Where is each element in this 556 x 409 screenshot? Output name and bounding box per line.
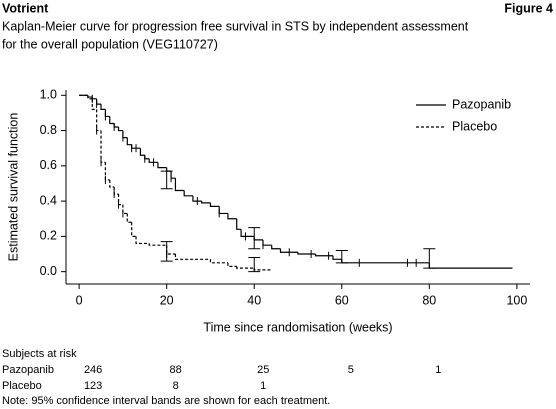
survival-step xyxy=(174,254,211,260)
survival-step xyxy=(209,202,220,207)
survival-step xyxy=(314,254,334,257)
risk-count: 123 xyxy=(84,380,102,392)
y-tick-label: 0.8 xyxy=(40,123,57,137)
survival-step xyxy=(113,187,119,195)
y-tick-label: 0.0 xyxy=(40,264,57,278)
survival-step xyxy=(157,162,167,169)
y-tick-label: 0.2 xyxy=(40,229,57,243)
risk-count: 88 xyxy=(170,364,182,376)
survival-step xyxy=(91,97,97,100)
x-tick-label: 80 xyxy=(422,293,436,307)
survival-step xyxy=(96,109,102,132)
survival-step xyxy=(148,158,158,163)
risk-count: 5 xyxy=(348,364,354,376)
survival-step xyxy=(104,162,110,181)
survival-step xyxy=(100,130,106,163)
survival-step xyxy=(170,171,176,179)
survival-step xyxy=(236,218,242,230)
x-tick-label: 40 xyxy=(247,293,261,307)
survival-step xyxy=(174,178,185,192)
survival-step xyxy=(122,130,128,139)
y-axis-label: Estimated survival function xyxy=(6,113,20,262)
survival-step xyxy=(428,262,513,269)
survival-step xyxy=(87,95,93,100)
survival-step xyxy=(148,243,167,246)
confidence-interval xyxy=(248,257,261,273)
survival-step xyxy=(91,98,97,110)
survival-step xyxy=(126,213,132,223)
chart-title: Kaplan-Meier curve for progression free … xyxy=(2,19,469,33)
survival-step xyxy=(227,262,237,267)
x-tick-label: 0 xyxy=(76,293,83,307)
risk-count: 1 xyxy=(260,380,266,392)
survival-step xyxy=(183,190,193,197)
survival-step xyxy=(271,245,281,250)
survival-step xyxy=(332,255,342,260)
legend-label: Pazopanib xyxy=(452,97,511,111)
survival-step xyxy=(113,123,119,128)
y-tick-label: 0.4 xyxy=(40,193,57,207)
survival-step xyxy=(139,148,145,156)
survival-step xyxy=(109,116,115,125)
risk-count: 25 xyxy=(257,364,269,376)
survival-step xyxy=(126,137,132,146)
risk-count: 8 xyxy=(173,380,179,392)
survival-step xyxy=(253,236,263,241)
survival-step xyxy=(117,127,123,132)
survival-step xyxy=(209,259,228,264)
x-tick-label: 60 xyxy=(335,293,349,307)
risk-count: 1 xyxy=(435,364,441,376)
x-tick-label: 100 xyxy=(506,293,527,307)
confidence-interval xyxy=(335,249,348,264)
survival-step xyxy=(240,229,255,237)
survival-step xyxy=(117,194,123,206)
survival-step xyxy=(262,239,272,246)
risk-row-label: Pazopanib xyxy=(2,364,54,376)
survival-step xyxy=(87,95,93,98)
survival-step xyxy=(104,109,110,118)
confidence-interval xyxy=(423,248,436,269)
note: Note: 95% confidence interval bands are … xyxy=(2,395,330,407)
confidence-interval xyxy=(160,241,173,262)
y-tick-label: 0.6 xyxy=(40,158,57,172)
survival-step xyxy=(192,195,202,202)
survival-step xyxy=(135,236,150,245)
survival-step xyxy=(236,266,255,269)
product-name: Votrient xyxy=(2,1,49,15)
legend-label: Placebo xyxy=(452,119,497,133)
survival-step xyxy=(166,245,176,255)
survival-step xyxy=(131,222,137,237)
survival-step xyxy=(109,179,115,188)
figure-label: Figure 4 xyxy=(504,1,553,15)
survival-step xyxy=(279,248,298,253)
x-tick-label: 20 xyxy=(160,293,174,307)
confidence-interval xyxy=(160,170,173,190)
survival-step xyxy=(218,206,228,215)
x-axis-label: Time since randomisation (weeks) xyxy=(203,320,392,334)
y-tick-label: 1.0 xyxy=(40,88,57,102)
risk-table-title: Subjects at risk xyxy=(2,348,77,360)
survival-step xyxy=(96,98,102,105)
survival-step xyxy=(144,155,150,160)
survival-step xyxy=(100,104,106,110)
survival-step xyxy=(166,167,172,172)
survival-step xyxy=(297,252,316,255)
survival-step xyxy=(227,213,237,220)
survival-step xyxy=(253,268,272,271)
chart-subtitle: for the overall population (VEG110727) xyxy=(2,37,218,51)
confidence-interval xyxy=(248,227,261,250)
survival-step xyxy=(122,204,128,215)
survival-step xyxy=(201,201,211,204)
risk-row-label: Placebo xyxy=(2,380,42,392)
risk-count: 246 xyxy=(84,364,102,376)
